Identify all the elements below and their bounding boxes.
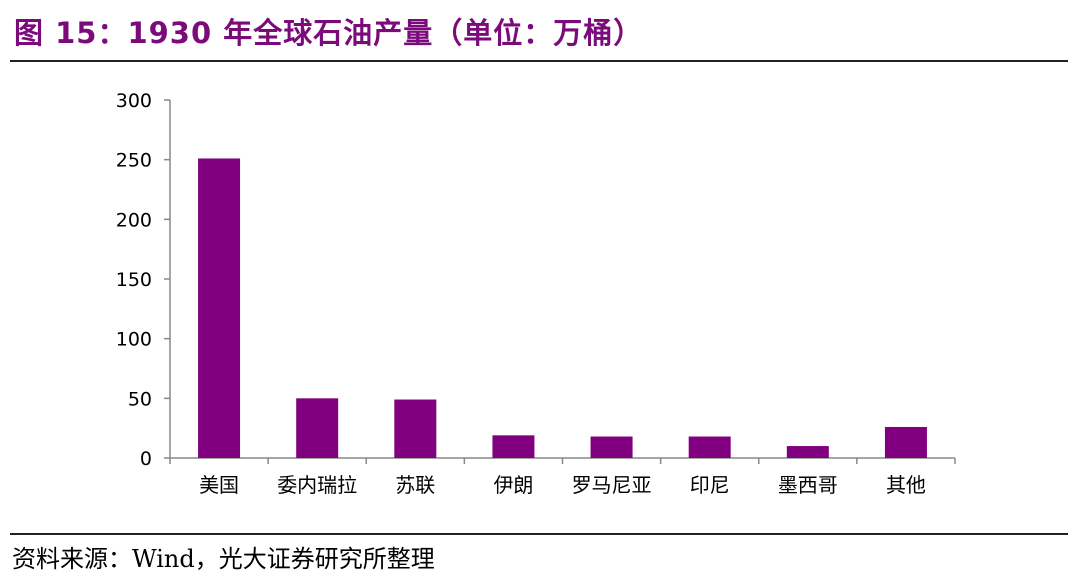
x-category-label: 其他	[886, 473, 926, 497]
bar-3	[492, 435, 535, 458]
title-divider	[10, 60, 1068, 62]
bar-1	[296, 398, 339, 458]
y-tick-label: 300	[116, 90, 152, 112]
x-category-label: 印尼	[690, 473, 730, 497]
bar-0	[198, 158, 241, 458]
bar-7	[884, 426, 927, 458]
source-divider	[10, 533, 1068, 535]
x-category-label: 罗马尼亚	[572, 473, 652, 497]
bar-2	[394, 399, 437, 458]
bar-6	[786, 446, 829, 458]
x-category-label: 苏联	[395, 473, 435, 497]
y-tick-label: 0	[140, 448, 152, 470]
x-category-label: 委内瑞拉	[277, 473, 357, 497]
chart-title: 图 15：1930 年全球石油产量（单位：万桶）	[14, 16, 644, 50]
x-axis: 美国 委内瑞拉 苏联 伊朗 罗马尼亚 印尼 墨西哥 其他	[169, 457, 956, 497]
bar-5	[688, 436, 731, 458]
bar-chart: 0 50 100 150 200 250 300 美国 委内瑞拉 苏联 伊朗 罗马尼亚 印尼 墨西哥 其他	[116, 90, 956, 497]
y-tick-label: 50	[128, 388, 152, 410]
x-category-label: 伊朗	[493, 473, 533, 497]
x-category-label: 墨西哥	[778, 473, 838, 497]
y-tick-label: 150	[116, 269, 152, 291]
y-tick-label: 250	[116, 150, 152, 172]
bar-4	[590, 436, 633, 458]
y-tick-label: 200	[116, 209, 152, 231]
x-category-label: 美国	[199, 473, 239, 497]
y-tick-label: 100	[116, 329, 152, 351]
y-axis: 0 50 100 150 200 250 300	[116, 90, 171, 470]
bars	[198, 158, 927, 458]
source-note: 资料来源：Wind，光大证券研究所整理	[12, 545, 435, 573]
